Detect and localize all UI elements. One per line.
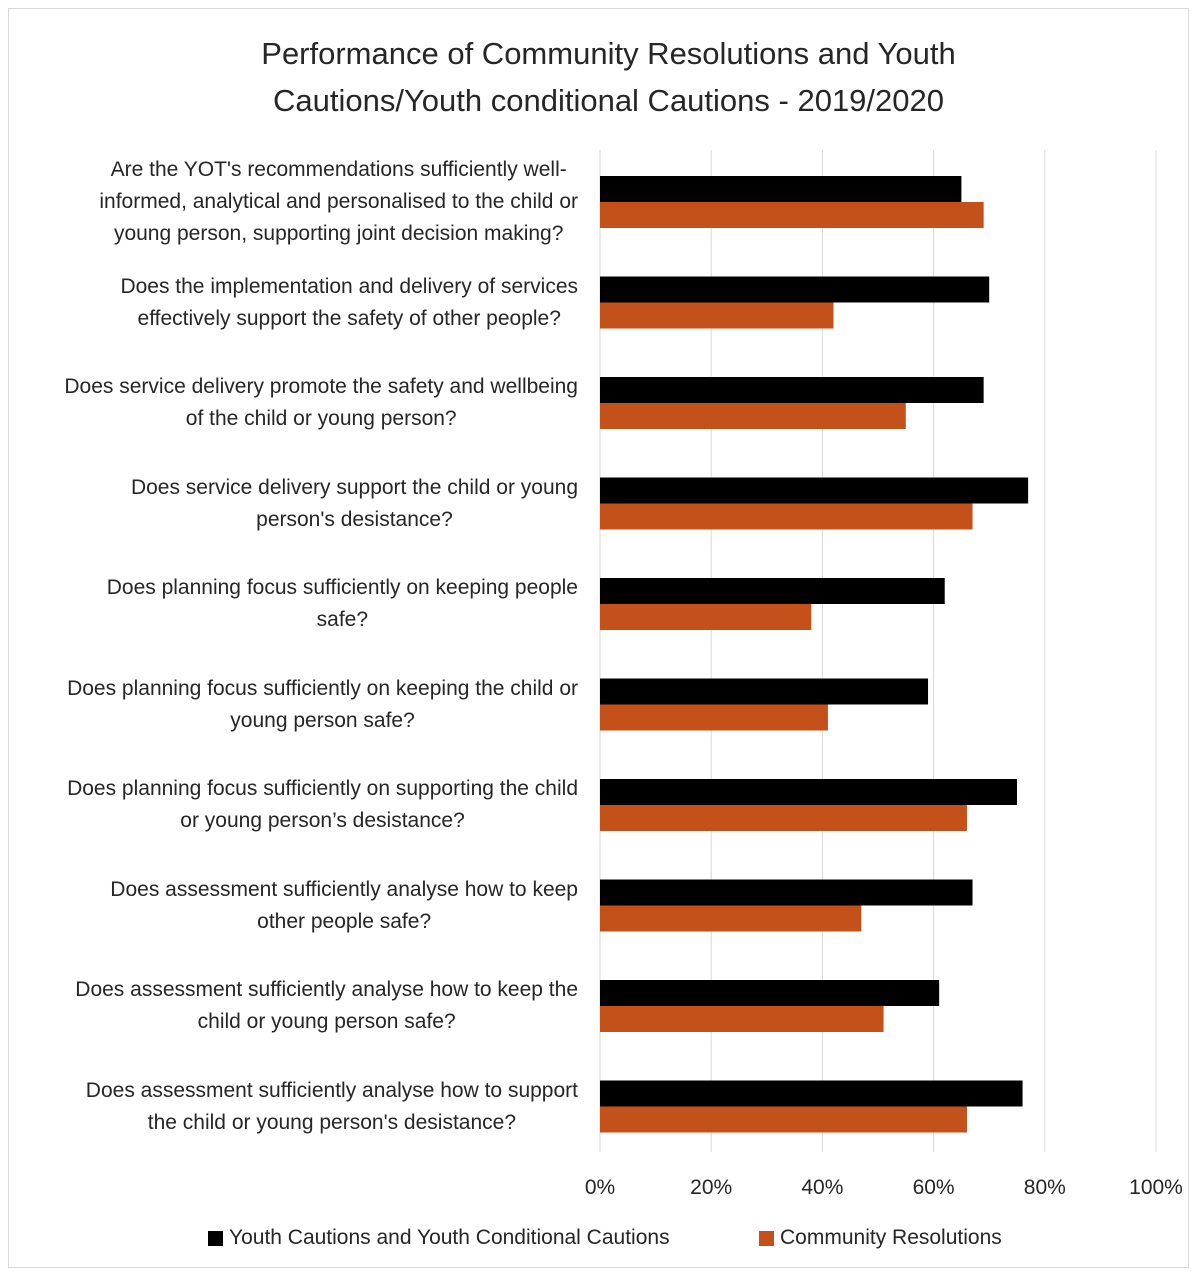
legend-swatch-community-resolutions bbox=[759, 1230, 774, 1246]
category-label-3: Does service delivery support the child … bbox=[12, 472, 578, 536]
category-label-text-4: Does planning focus sufficiently on keep… bbox=[107, 572, 578, 636]
category-label-text-8: Does assessment sufficiently analyse how… bbox=[75, 974, 578, 1038]
category-label-line: Does assessment sufficiently analyse how… bbox=[110, 877, 578, 901]
category-label-line: informed, analytical and personalised to… bbox=[99, 190, 578, 213]
bar-community-resolutions-0 bbox=[600, 202, 984, 228]
category-label-line: Does service delivery promote the safety… bbox=[64, 375, 578, 398]
bar-community-resolutions-2 bbox=[600, 403, 906, 429]
chart-legend: Youth Cautions and Youth Conditional Cau… bbox=[0, 1226, 1197, 1260]
bar-youth-cautions-3 bbox=[600, 477, 1029, 504]
category-label-text-6: Does planning focus sufficiently on supp… bbox=[67, 773, 578, 837]
category-label-line: Does assessment sufficiently analyse how… bbox=[85, 1078, 578, 1102]
category-label-line: young person safe? bbox=[230, 708, 415, 732]
category-label-5: Does planning focus sufficiently on keep… bbox=[12, 673, 578, 737]
category-label-text-1: Does the implementation and delivery of … bbox=[120, 271, 578, 335]
legend-item-community-resolutions: Community Resolutions bbox=[759, 1226, 1002, 1250]
category-label-line: other people safe? bbox=[257, 909, 432, 933]
legend-swatch-youth-cautions bbox=[208, 1230, 223, 1246]
category-label-line: safe? bbox=[316, 608, 369, 631]
category-label-text-7: Does assessment sufficiently analyse how… bbox=[110, 874, 578, 938]
x-tick-label-0: 0% bbox=[584, 1176, 616, 1199]
category-label-line: child or young person safe? bbox=[197, 1010, 456, 1033]
bar-youth-cautions-7 bbox=[600, 879, 973, 906]
category-label-line: Does planning focus sufficiently on keep… bbox=[106, 576, 578, 599]
category-label-8: Does assessment sufficiently analyse how… bbox=[12, 974, 578, 1038]
bar-community-resolutions-5 bbox=[600, 704, 828, 731]
category-label-line: or young person’s desistance? bbox=[180, 809, 465, 832]
category-label-text-9: Does assessment sufficiently analyse how… bbox=[86, 1075, 578, 1139]
bar-community-resolutions-3 bbox=[600, 503, 973, 530]
category-label-line: effectively support the safety of other … bbox=[137, 306, 561, 330]
category-label-line: Are the YOT's recommendations sufficient… bbox=[110, 158, 567, 181]
category-label-1: Does the implementation and delivery of … bbox=[12, 271, 578, 335]
bar-youth-cautions-6 bbox=[600, 779, 1017, 805]
bar-community-resolutions-8 bbox=[600, 1006, 884, 1032]
category-label-text-0: Are the YOT's recommendations sufficient… bbox=[99, 154, 578, 250]
bar-community-resolutions-7 bbox=[600, 905, 862, 932]
bar-youth-cautions-0 bbox=[600, 176, 962, 202]
category-label-line: Does planning focus sufficiently on supp… bbox=[67, 777, 578, 800]
category-label-6: Does planning focus sufficiently on supp… bbox=[12, 773, 578, 837]
bar-youth-cautions-4 bbox=[600, 578, 945, 604]
category-label-0: Are the YOT's recommendations sufficient… bbox=[12, 154, 578, 250]
category-label-line: Does assessment sufficiently analyse how… bbox=[75, 978, 578, 1001]
category-label-line: person's desistance? bbox=[256, 507, 453, 531]
bar-youth-cautions-2 bbox=[600, 377, 984, 403]
category-label-line: young person, supporting joint decision … bbox=[113, 222, 564, 245]
x-tick-label-5: 100% bbox=[1129, 1176, 1183, 1199]
bar-community-resolutions-6 bbox=[600, 805, 967, 831]
category-label-text-3: Does service delivery support the child … bbox=[131, 472, 578, 536]
x-tick-label-4: 80% bbox=[1023, 1176, 1066, 1199]
category-label-text-5: Does planning focus sufficiently on keep… bbox=[67, 673, 578, 737]
legend-item-youth-cautions: Youth Cautions and Youth Conditional Cau… bbox=[208, 1226, 670, 1250]
category-label-2: Does service delivery promote the safety… bbox=[12, 371, 578, 435]
x-tick-label-1: 20% bbox=[690, 1176, 733, 1199]
category-label-line: Does service delivery support the child … bbox=[130, 475, 578, 499]
bar-community-resolutions-1 bbox=[600, 302, 834, 329]
category-label-line: the child or young person's desistance? bbox=[147, 1110, 517, 1134]
bar-youth-cautions-1 bbox=[600, 276, 990, 303]
bar-youth-cautions-9 bbox=[600, 1080, 1023, 1107]
bar-youth-cautions-8 bbox=[600, 980, 940, 1006]
category-label-9: Does assessment sufficiently analyse how… bbox=[12, 1075, 578, 1139]
category-label-7: Does assessment sufficiently analyse how… bbox=[12, 874, 578, 938]
x-tick-label-3: 60% bbox=[912, 1176, 955, 1199]
legend-label-youth-cautions: Youth Cautions and Youth Conditional Cau… bbox=[229, 1226, 670, 1249]
category-label-line: Does planning focus sufficiently on keep… bbox=[67, 676, 578, 700]
legend-label-community-resolutions: Community Resolutions bbox=[780, 1226, 1002, 1249]
category-label-line: of the child or young person? bbox=[185, 407, 457, 430]
chart-frame bbox=[8, 8, 1189, 1268]
x-tick-label-2: 40% bbox=[801, 1176, 844, 1199]
bar-youth-cautions-5 bbox=[600, 678, 929, 705]
category-label-text-2: Does service delivery promote the safety… bbox=[64, 371, 578, 435]
chart-title: Performance of Community Resolutions and… bbox=[261, 36, 956, 118]
category-label-4: Does planning focus sufficiently on keep… bbox=[12, 572, 578, 636]
bar-community-resolutions-4 bbox=[600, 604, 812, 630]
bar-community-resolutions-9 bbox=[600, 1106, 967, 1133]
category-label-line: Does the implementation and delivery of … bbox=[120, 274, 578, 298]
